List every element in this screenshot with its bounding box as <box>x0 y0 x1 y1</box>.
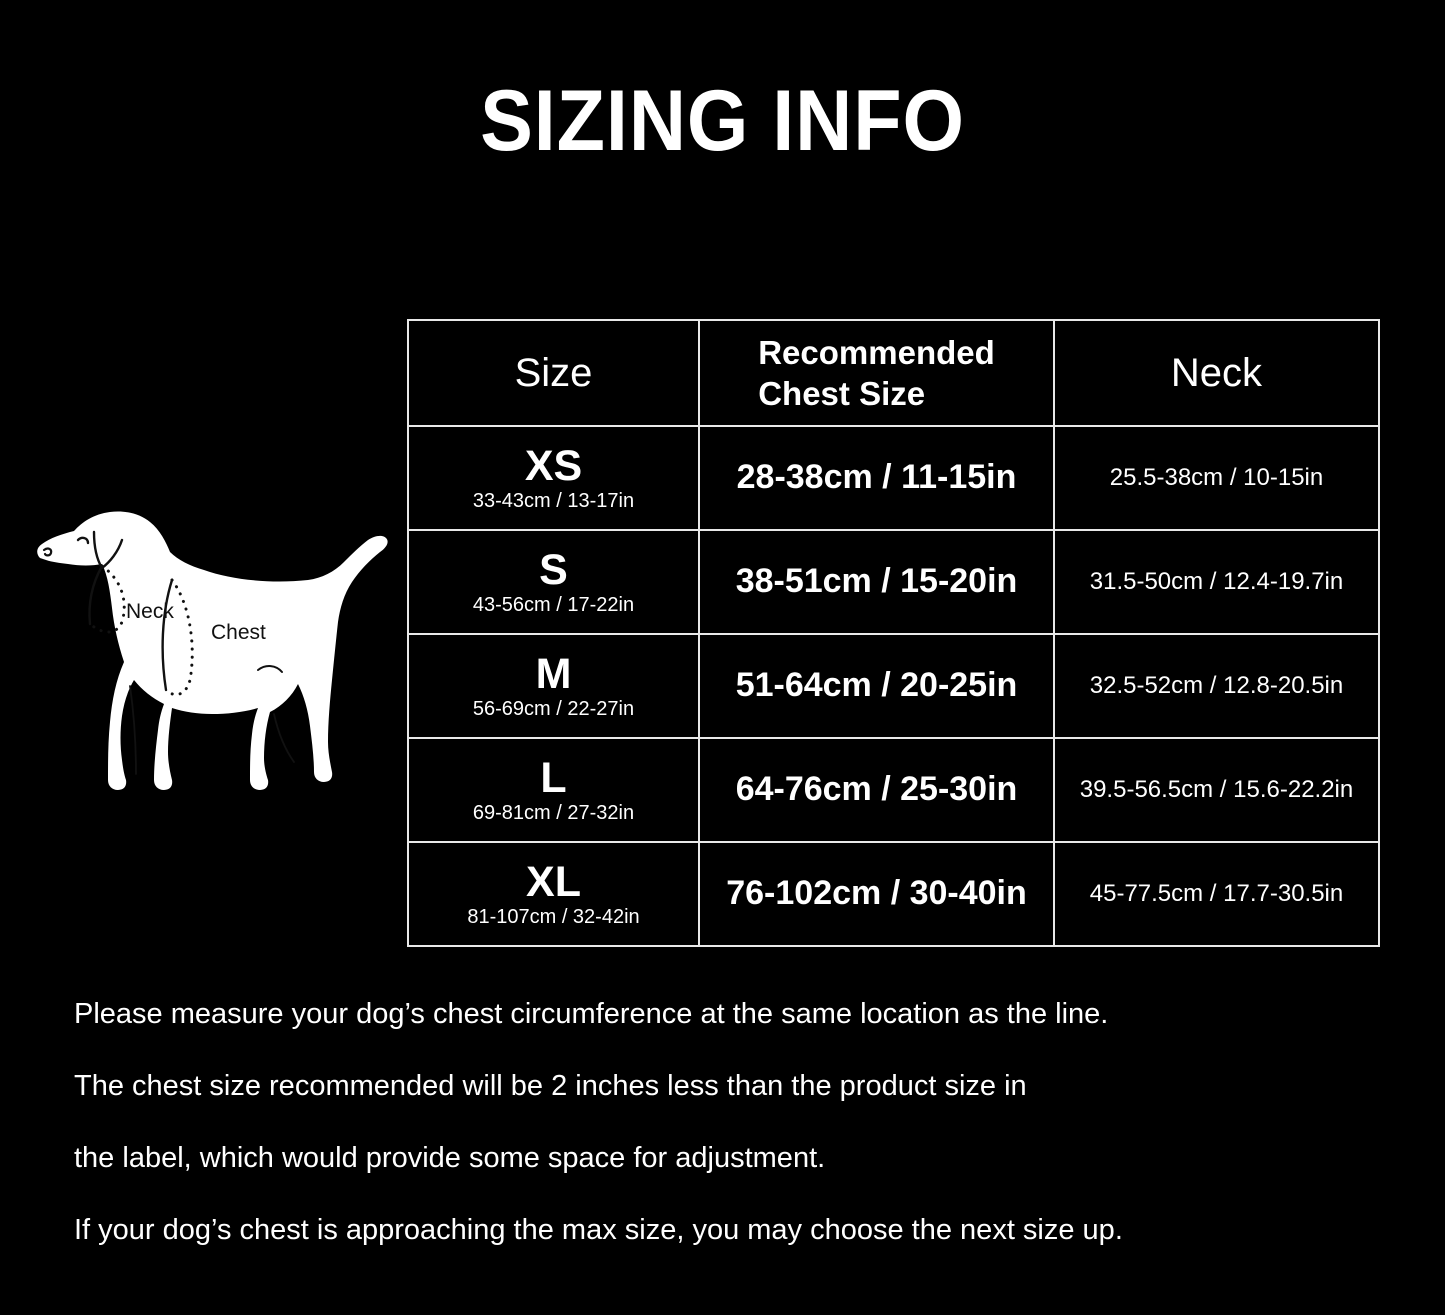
neck-value: 25.5-38cm / 10-15in <box>1109 463 1324 491</box>
neck-value: 45-77.5cm / 17.7-30.5in <box>1089 879 1344 907</box>
table-row: XL 81-107cm / 32-42in 76-102cm / 30-40in… <box>407 841 1380 947</box>
header-label-chest: Recommended Chest Size <box>758 332 995 415</box>
size-sub: 43-56cm / 17-22in <box>472 593 635 616</box>
chest-value: 28-38cm / 11-15in <box>736 458 1017 497</box>
neck-value: 39.5-56.5cm / 15.6-22.2in <box>1079 775 1354 803</box>
footer-line: The chest size recommended will be 2 inc… <box>74 1070 1027 1102</box>
chest-value: 38-51cm / 15-20in <box>735 562 1018 601</box>
page-title: SIZING INFO <box>480 73 965 169</box>
cell-size: XL 81-107cm / 32-42in <box>407 841 700 947</box>
cell-chest: 64-76cm / 25-30in <box>698 737 1055 843</box>
illustration-label-chest: Chest <box>211 621 266 644</box>
header-cell-neck: Neck <box>1053 319 1380 427</box>
footer-notes: Please measure your dog’s chest circumfe… <box>74 1000 1374 1288</box>
cell-neck: 31.5-50cm / 12.4-19.7in <box>1053 529 1380 635</box>
size-sub: 33-43cm / 13-17in <box>472 489 635 512</box>
chest-value: 51-64cm / 20-25in <box>735 666 1018 705</box>
illustration-label-neck: Neck <box>126 600 174 623</box>
cell-chest: 28-38cm / 11-15in <box>698 425 1055 531</box>
cell-chest: 76-102cm / 30-40in <box>698 841 1055 947</box>
size-code: M <box>535 649 572 698</box>
cell-neck: 45-77.5cm / 17.7-30.5in <box>1053 841 1380 947</box>
cell-size: M 56-69cm / 22-27in <box>407 633 700 739</box>
dog-silhouette-icon <box>37 511 388 790</box>
cell-size: L 69-81cm / 27-32in <box>407 737 700 843</box>
table-header-row: Size Recommended Chest Size Neck <box>407 319 1380 427</box>
chest-value: 76-102cm / 30-40in <box>726 874 1027 913</box>
size-code: XS <box>524 441 583 490</box>
size-sub: 81-107cm / 32-42in <box>467 905 640 928</box>
header-cell-chest: Recommended Chest Size <box>698 319 1055 427</box>
cell-size: XS 33-43cm / 13-17in <box>407 425 700 531</box>
sizing-table: Size Recommended Chest Size Neck XS 33-4… <box>407 319 1380 947</box>
dog-sizing-illustration: Neck Chest <box>22 500 402 810</box>
table-row: S 43-56cm / 17-22in 38-51cm / 15-20in 31… <box>407 529 1380 635</box>
size-code: L <box>540 753 567 802</box>
table-row: M 56-69cm / 22-27in 51-64cm / 20-25in 32… <box>407 633 1380 739</box>
footer-line: the label, which would provide some spac… <box>74 1142 826 1174</box>
size-sub: 56-69cm / 22-27in <box>472 697 635 720</box>
size-code: XL <box>526 857 581 906</box>
cell-chest: 51-64cm / 20-25in <box>698 633 1055 739</box>
header-label-neck: Neck <box>1170 351 1263 395</box>
footer-line: Please measure your dog’s chest circumfe… <box>74 998 1109 1030</box>
table-row: XS 33-43cm / 13-17in 28-38cm / 11-15in 2… <box>407 425 1380 531</box>
size-sub: 69-81cm / 27-32in <box>472 801 635 824</box>
footer-line: If your dog’s chest is approaching the m… <box>74 1214 1123 1246</box>
cell-neck: 25.5-38cm / 10-15in <box>1053 425 1380 531</box>
neck-value: 31.5-50cm / 12.4-19.7in <box>1089 567 1344 595</box>
header-label-chest-line1: Recommended <box>758 333 995 371</box>
size-code: S <box>539 545 568 594</box>
header-label-size: Size <box>514 351 593 395</box>
header-cell-size: Size <box>407 319 700 427</box>
cell-chest: 38-51cm / 15-20in <box>698 529 1055 635</box>
chest-value: 64-76cm / 25-30in <box>735 770 1018 809</box>
cell-neck: 32.5-52cm / 12.8-20.5in <box>1053 633 1380 739</box>
cell-size: S 43-56cm / 17-22in <box>407 529 700 635</box>
neck-value: 32.5-52cm / 12.8-20.5in <box>1089 671 1344 699</box>
header-label-chest-line2: Chest Size <box>758 375 926 412</box>
cell-neck: 39.5-56.5cm / 15.6-22.2in <box>1053 737 1380 843</box>
table-row: L 69-81cm / 27-32in 64-76cm / 25-30in 39… <box>407 737 1380 843</box>
